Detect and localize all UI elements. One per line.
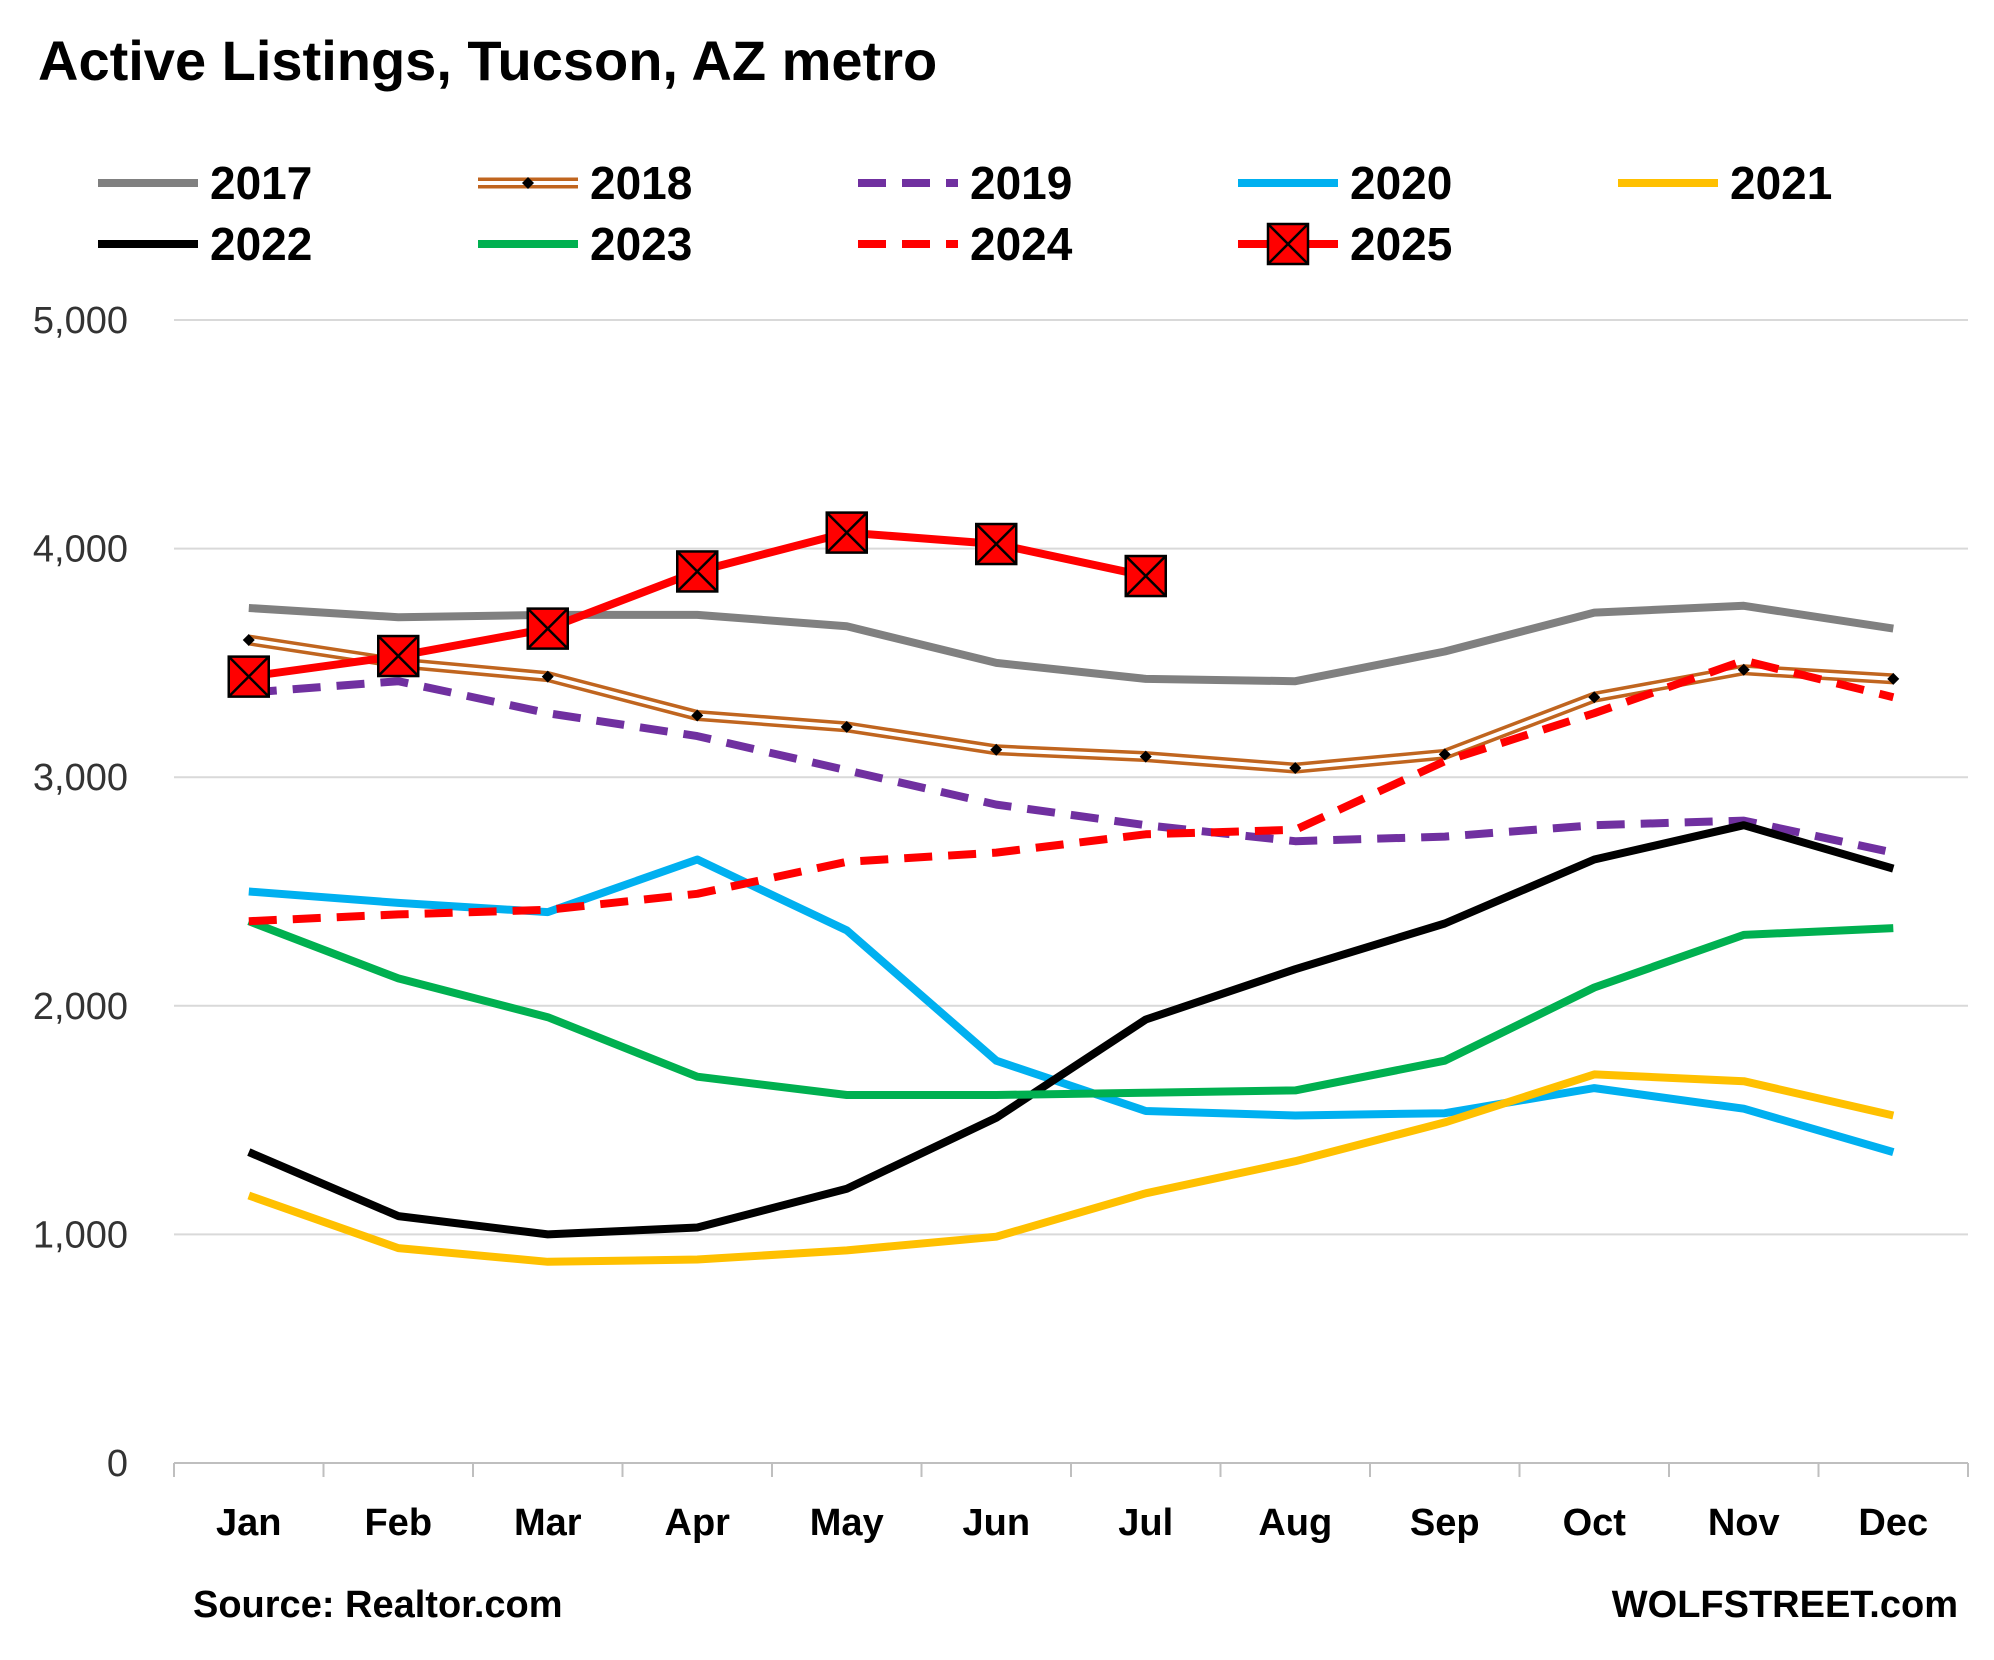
series-2025-point: [377, 634, 420, 678]
legend-label: 2021: [1730, 157, 1832, 209]
y-tick-label: 5,000: [33, 300, 128, 342]
legend-item-2017: 2017: [98, 157, 312, 209]
legend-label: 2017: [210, 157, 312, 209]
series-2018-point: [1588, 691, 1601, 704]
x-tick-label: Jun: [962, 1502, 1030, 1544]
y-tick-label: 0: [107, 1443, 128, 1485]
series-2023: [247, 917, 1894, 1099]
x-tick-label: Dec: [1858, 1502, 1928, 1544]
legend-item-2023: 2023: [478, 218, 692, 270]
credit-note: WOLFSTREET.com: [1612, 1584, 1958, 1626]
series-2025-point-cross: [975, 523, 1018, 565]
series-2018-point: [1737, 663, 1750, 676]
series-2018-point: [1139, 750, 1152, 763]
legend-item-2025: 2025: [1238, 218, 1452, 270]
series-2025-point-cross: [526, 607, 569, 650]
legend-item-2021: 2021: [1618, 157, 1832, 209]
x-tick-label: Feb: [364, 1502, 432, 1544]
y-tick-label: 2,000: [33, 986, 128, 1028]
legend-label: 2018: [590, 157, 692, 209]
legend-label: 2024: [970, 218, 1073, 270]
legend-item-2022: 2022: [98, 218, 312, 270]
x-tick-label: Sep: [1410, 1502, 1480, 1544]
x-tick-label: May: [810, 1502, 884, 1544]
series-2019: [248, 677, 1895, 857]
legend-label: 2023: [590, 218, 692, 270]
y-axis-ticks: 0 1,000 2,000 3,000 4,000 5,000: [33, 300, 128, 1485]
series-2018-outer: [247, 634, 1894, 774]
series-2021-path: [247, 1070, 1895, 1266]
series-2025-point-cross: [825, 511, 868, 554]
series-2018-inner: [248, 638, 1894, 771]
series-2021: [247, 1070, 1895, 1266]
series-2025-point-cross: [377, 635, 420, 677]
series-2018-point: [541, 670, 554, 683]
x-tick-label: Oct: [1563, 1502, 1627, 1544]
x-tick-label: Nov: [1708, 1502, 1780, 1544]
series-2017: [248, 601, 1894, 686]
series-2024-path: [248, 656, 1895, 926]
series-2022: [247, 821, 1895, 1239]
series-2025-point-cross: [1124, 555, 1167, 597]
series-2018-point: [990, 743, 1003, 756]
series-2023-path: [247, 917, 1894, 1099]
chart-title: Active Listings, Tucson, AZ metro: [38, 29, 937, 92]
legend-item-2018: 2018: [478, 157, 692, 209]
x-axis: Jan Feb Mar Apr May Jun Jul Aug Sep Oct Nov Dec: [173, 1462, 1969, 1544]
x-tick-label: Aug: [1258, 1502, 1332, 1544]
series-2025-point: [825, 511, 868, 554]
series-2025-point: [526, 607, 569, 650]
series-2018: [247, 634, 1894, 774]
legend-label: 2022: [210, 218, 312, 270]
y-tick-label: 4,000: [33, 529, 128, 571]
legend-marker-2018: [522, 177, 534, 189]
series-2018-point: [1887, 672, 1900, 685]
series-2022-path: [247, 821, 1895, 1239]
series-2024: [248, 656, 1895, 926]
legend-label: 2020: [1350, 157, 1452, 209]
y-tick-label: 1,000: [33, 1214, 128, 1256]
series-2019-path: [248, 677, 1895, 857]
series-2018-point: [1438, 748, 1451, 761]
x-tick-label: Jan: [216, 1502, 281, 1544]
series-2025-point-cross: [227, 655, 270, 698]
legend-item-2019: 2019: [858, 157, 1072, 209]
legend-marker-2025-cross: [1267, 223, 1309, 265]
legend-label: 2019: [970, 157, 1072, 209]
x-tick-label: Jul: [1118, 1502, 1173, 1544]
gridlines: [174, 319, 1968, 1236]
legend-marker-2025: [1266, 222, 1310, 266]
x-tick-label: Mar: [514, 1502, 582, 1544]
source-note: Source: Realtor.com: [193, 1584, 563, 1626]
series-2018-point: [840, 720, 853, 733]
series-2018-point: [691, 709, 704, 722]
x-tick-label: Apr: [665, 1502, 731, 1544]
series-2025-point-cross: [676, 550, 719, 593]
series-lines: [227, 511, 1900, 1266]
y-tick-label: 3,000: [33, 757, 128, 799]
series-2025-point: [676, 550, 719, 593]
chart-legend: 2017 2018 2019 2020 2021 2022 2023 2024 2025: [98, 157, 1832, 270]
series-2025-point: [975, 522, 1018, 566]
legend-label: 2025: [1350, 218, 1452, 270]
series-2018-point: [1289, 762, 1302, 775]
series-2025-point: [227, 655, 270, 698]
legend-item-2020: 2020: [1238, 157, 1452, 209]
series-2025-point: [1124, 554, 1167, 598]
series-2018-point: [242, 634, 255, 647]
series-2017-path: [248, 601, 1894, 686]
legend-item-2024: 2024: [858, 218, 1073, 270]
